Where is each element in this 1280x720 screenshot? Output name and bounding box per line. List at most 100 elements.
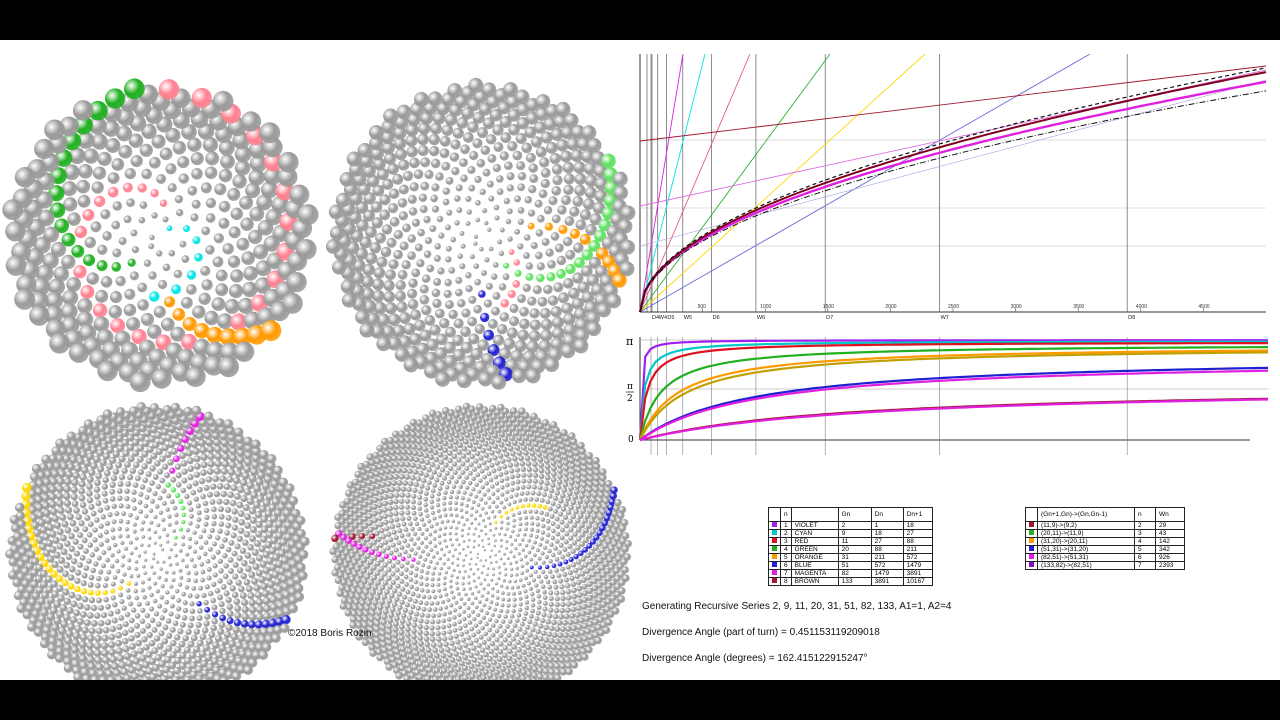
color-swatch xyxy=(772,578,777,583)
seed xyxy=(63,643,72,652)
seed xyxy=(213,674,223,680)
seed xyxy=(437,642,443,648)
seed xyxy=(51,560,59,569)
seed xyxy=(152,490,158,497)
seed xyxy=(232,625,241,634)
seed xyxy=(453,651,460,657)
seed xyxy=(195,524,200,529)
seed xyxy=(385,545,391,551)
seed xyxy=(522,629,528,636)
seed xyxy=(149,291,160,302)
seed xyxy=(421,439,428,446)
seed xyxy=(105,138,121,153)
seed xyxy=(569,206,580,217)
saturation-curve xyxy=(638,340,1268,441)
seed xyxy=(242,281,258,298)
seed xyxy=(484,621,489,627)
seed xyxy=(156,250,163,257)
seed xyxy=(544,474,551,481)
row-name: GREEN xyxy=(790,545,839,554)
seed xyxy=(435,625,441,631)
seed xyxy=(537,503,542,509)
seed xyxy=(495,662,502,670)
seed xyxy=(161,548,165,552)
seed xyxy=(383,108,399,124)
seed xyxy=(570,606,577,613)
seed xyxy=(384,468,392,475)
seed xyxy=(563,470,570,477)
seed xyxy=(370,201,383,213)
seed xyxy=(483,578,487,582)
seed xyxy=(110,553,115,558)
row-name: ORANGE xyxy=(790,553,839,562)
seed xyxy=(447,610,453,615)
seed xyxy=(479,582,483,586)
seed xyxy=(511,608,516,614)
seed xyxy=(159,595,165,600)
seed xyxy=(232,516,239,523)
seed xyxy=(69,519,77,527)
seed xyxy=(403,527,409,533)
seed xyxy=(34,138,55,160)
seed xyxy=(461,664,469,672)
seed xyxy=(428,454,435,461)
seed xyxy=(199,562,205,567)
seed xyxy=(582,562,589,568)
seed xyxy=(465,647,472,654)
seed xyxy=(435,551,440,555)
seed xyxy=(534,583,539,588)
seed xyxy=(559,662,567,670)
seed xyxy=(530,435,537,442)
seed xyxy=(529,614,534,619)
seed xyxy=(126,433,135,442)
seed xyxy=(390,467,397,475)
seed xyxy=(45,565,54,573)
seed xyxy=(129,467,137,475)
seed xyxy=(285,483,295,493)
seed xyxy=(431,288,441,298)
seed xyxy=(423,636,430,642)
seed xyxy=(131,497,137,503)
seed xyxy=(487,605,492,610)
seed xyxy=(111,519,117,525)
seed xyxy=(553,282,564,293)
seed xyxy=(159,567,163,571)
seed xyxy=(48,492,57,501)
seed xyxy=(129,617,135,624)
seed xyxy=(373,631,381,639)
seed xyxy=(200,493,207,500)
seed xyxy=(544,437,552,445)
seed xyxy=(513,579,518,584)
seed xyxy=(562,571,568,578)
seed xyxy=(66,431,77,441)
seed xyxy=(112,450,121,458)
seed xyxy=(585,574,592,581)
seed xyxy=(184,564,189,569)
seed xyxy=(210,483,217,490)
seed xyxy=(590,571,597,578)
seed xyxy=(545,564,550,570)
seed xyxy=(389,524,396,530)
seed xyxy=(137,299,149,311)
seed xyxy=(506,184,515,192)
seed xyxy=(169,499,175,505)
seed xyxy=(100,642,109,650)
seed xyxy=(523,252,530,260)
seed xyxy=(574,454,582,463)
seed xyxy=(516,660,523,667)
seed xyxy=(474,432,482,439)
header-pair: (Gn+1,Gn)->(Gn,Gn-1) xyxy=(1037,507,1135,522)
seed xyxy=(568,456,576,464)
seed xyxy=(500,492,505,497)
seed xyxy=(431,183,440,192)
seed xyxy=(382,608,389,615)
seed xyxy=(469,254,475,260)
seed xyxy=(405,123,419,137)
seed xyxy=(22,609,33,620)
seed xyxy=(465,272,472,279)
seed xyxy=(505,482,510,488)
seed xyxy=(103,469,111,477)
seed xyxy=(359,153,374,168)
seed xyxy=(555,484,562,491)
seed xyxy=(471,500,476,505)
